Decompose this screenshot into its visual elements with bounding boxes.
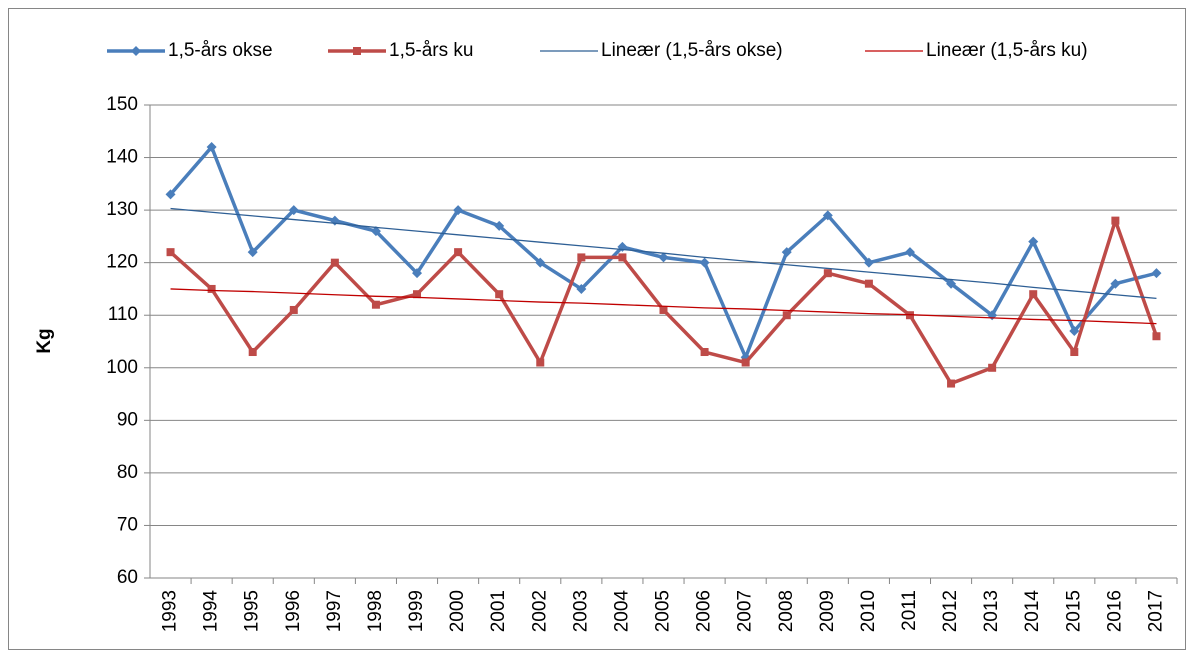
y-tick-label: 110 <box>108 304 138 325</box>
x-tick-label: 1997 <box>324 590 345 632</box>
data-point <box>699 257 710 268</box>
x-tick-label: 1993 <box>160 590 181 632</box>
data-point <box>1111 216 1120 225</box>
x-tick-label: 1998 <box>365 590 386 632</box>
data-point <box>782 311 791 320</box>
data-point <box>248 348 257 357</box>
data-point <box>536 358 545 367</box>
legend-marker <box>353 47 361 55</box>
legend-label: Lineær (1,5-års ku) <box>926 40 1088 61</box>
legend-label: Lineær (1,5-års okse) <box>601 40 783 61</box>
y-tick-label: 140 <box>106 147 138 168</box>
legend-marker <box>131 46 141 56</box>
data-point <box>576 283 587 294</box>
data-point <box>1151 268 1162 279</box>
x-tick-label: 1999 <box>406 590 427 632</box>
chart-border <box>8 8 1186 650</box>
data-point <box>289 305 298 314</box>
y-tick-label: 90 <box>117 409 138 430</box>
x-tick-label: 2016 <box>1104 590 1125 632</box>
data-point <box>946 278 957 289</box>
data-point <box>1152 332 1161 341</box>
x-tick-label: 2001 <box>488 590 509 632</box>
x-tick-label: 2007 <box>735 590 756 632</box>
data-point <box>1028 236 1039 247</box>
data-point <box>904 247 915 258</box>
x-tick-label: 2013 <box>981 590 1002 632</box>
data-point <box>823 269 832 278</box>
y-tick-label: 60 <box>117 567 138 588</box>
x-tick-label: 2006 <box>694 590 715 632</box>
x-tick-label: 2012 <box>940 590 961 632</box>
data-point <box>207 284 216 293</box>
x-tick-label: 2014 <box>1022 590 1043 633</box>
data-point <box>781 247 792 258</box>
x-tick-label: 1995 <box>242 590 263 632</box>
x-tick-label: 1996 <box>283 590 304 632</box>
x-tick-label: 2003 <box>570 590 591 632</box>
data-point <box>288 205 299 216</box>
data-point <box>412 268 423 279</box>
x-tick-label: 2010 <box>858 590 879 632</box>
data-point <box>535 257 546 268</box>
data-point <box>413 290 422 299</box>
x-tick-label: 2011 <box>899 590 920 631</box>
data-point <box>618 253 627 262</box>
legend-label: 1,5-års ku <box>389 40 473 61</box>
data-point <box>822 210 833 221</box>
data-point <box>1070 348 1079 357</box>
data-point <box>371 300 380 309</box>
x-tick-label: 2015 <box>1063 590 1084 632</box>
y-tick-label: 80 <box>117 462 138 483</box>
data-point <box>988 363 997 372</box>
data-point <box>658 252 669 263</box>
x-tick-label: 2009 <box>817 590 838 632</box>
data-point <box>166 248 175 257</box>
x-tick-label: 2005 <box>653 590 674 632</box>
data-point <box>370 226 381 237</box>
data-point <box>247 247 258 258</box>
data-point <box>165 189 176 200</box>
series-line <box>170 207 1157 300</box>
y-tick-label: 150 <box>106 94 138 115</box>
legend-label: 1,5-års okse <box>168 40 273 61</box>
data-point <box>330 258 339 267</box>
y-tick-label: 120 <box>106 252 138 273</box>
data-point <box>206 142 217 153</box>
series-line <box>170 288 1157 325</box>
y-tick-label: 70 <box>117 514 138 535</box>
data-point <box>1110 278 1121 289</box>
data-point <box>577 253 586 262</box>
data-point <box>700 348 709 357</box>
x-tick-label: 2000 <box>447 590 468 632</box>
y-tick-label: 130 <box>106 199 138 220</box>
data-point <box>453 205 464 216</box>
x-tick-label: 2002 <box>529 590 550 632</box>
data-point <box>495 290 504 299</box>
y-axis-label: Kg <box>34 328 55 353</box>
data-point <box>659 305 668 314</box>
x-tick-label: 2008 <box>776 590 797 632</box>
data-point <box>864 279 873 288</box>
data-point <box>494 220 505 231</box>
data-point <box>947 379 956 388</box>
data-point <box>1069 325 1080 336</box>
data-point <box>1029 290 1038 299</box>
y-tick-label: 100 <box>106 357 138 378</box>
x-tick-label: 2017 <box>1145 590 1166 632</box>
x-tick-label: 1994 <box>201 590 222 633</box>
x-tick-label: 2004 <box>611 590 632 633</box>
data-point <box>454 248 463 257</box>
data-point <box>863 257 874 268</box>
data-point <box>741 358 750 367</box>
